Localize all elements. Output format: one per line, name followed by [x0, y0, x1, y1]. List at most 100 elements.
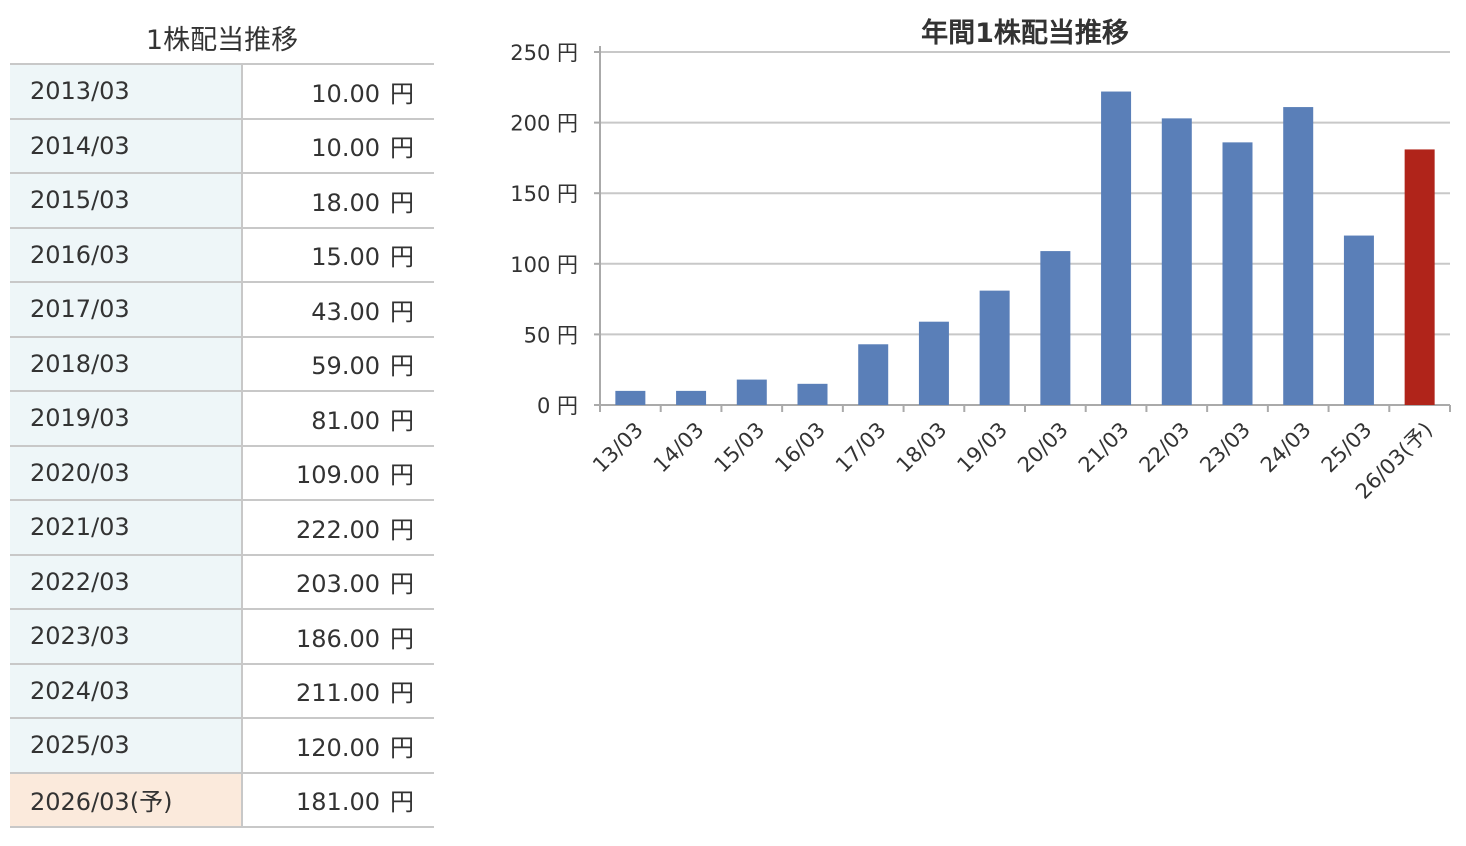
- period-cell: 2017/03: [10, 282, 243, 338]
- x-tick-label: 13/03: [588, 418, 648, 478]
- bar: [615, 390, 646, 405]
- y-tick-label: 100 円: [510, 253, 578, 277]
- amount-value: 186.00: [296, 624, 380, 653]
- amount-cell: 43.00 円: [242, 282, 434, 338]
- amount-value: 222.00: [296, 515, 380, 544]
- amount-value: 203.00: [296, 570, 380, 599]
- period-cell: 2022/03: [10, 554, 243, 610]
- amount-cell: 120.00 円: [242, 718, 434, 774]
- table-row: 2013/03 10.00 円: [10, 63, 434, 120]
- amount-unit: 円: [390, 570, 414, 599]
- amount-value: 81.00: [311, 406, 380, 435]
- period-cell: 2024/03: [10, 663, 243, 719]
- amount-cell: 222.00 円: [242, 500, 434, 556]
- period-cell: 2013/03: [10, 63, 243, 120]
- table-row: 2018/03 59.00 円: [10, 336, 434, 392]
- amount-unit: 円: [390, 134, 414, 163]
- amount-unit: 円: [390, 679, 414, 708]
- amount-unit: 円: [390, 352, 414, 381]
- table-row: 2015/03 18.00 円: [10, 173, 434, 229]
- amount-value: 18.00: [311, 188, 380, 217]
- y-tick-label: 150 円: [510, 182, 578, 206]
- x-tick-label: 24/03: [1256, 418, 1316, 478]
- period-cell: 2016/03: [10, 227, 243, 283]
- period-cell: 2018/03: [10, 336, 243, 392]
- amount-value: 15.00: [311, 243, 380, 272]
- amount-unit: 円: [390, 461, 414, 490]
- table-row: 2024/03 211.00 円: [10, 663, 434, 719]
- amount-cell: 10.00 円: [242, 63, 434, 120]
- x-tick-label: 22/03: [1135, 418, 1195, 478]
- amount-cell: 15.00 円: [242, 227, 434, 283]
- period-cell: 2014/03: [10, 118, 243, 174]
- bar: [979, 290, 1010, 405]
- amount-unit: 円: [390, 515, 414, 544]
- amount-cell: 186.00 円: [242, 609, 434, 665]
- x-tick-label: 20/03: [1013, 418, 1073, 478]
- amount-cell: 181.00 円: [242, 772, 434, 828]
- amount-cell: 109.00 円: [242, 445, 434, 501]
- x-tick-label: 15/03: [710, 418, 770, 478]
- bar: [1404, 149, 1435, 405]
- bar: [1101, 91, 1132, 405]
- amount-value: 120.00: [296, 733, 380, 762]
- table-row: 2022/03 203.00 円: [10, 554, 434, 610]
- bar: [1040, 251, 1071, 405]
- amount-cell: 10.00 円: [242, 118, 434, 174]
- amount-unit: 円: [390, 79, 414, 108]
- y-tick-label: 0 円: [537, 394, 578, 418]
- bar: [918, 321, 949, 405]
- y-tick-label: 250 円: [510, 41, 578, 65]
- amount-cell: 18.00 円: [242, 173, 434, 229]
- amount-unit: 円: [390, 624, 414, 653]
- bar: [676, 390, 707, 405]
- period-cell: 2025/03: [10, 718, 243, 774]
- bar: [858, 344, 889, 405]
- bar: [1343, 235, 1374, 405]
- amount-value: 43.00: [311, 297, 380, 326]
- dividend-table-section: 1株配当推移 2013/03 10.00 円 2014/03 10.00 円 2015/03…: [10, 18, 434, 828]
- chart-title: 年間1株配当推移: [921, 17, 1129, 49]
- y-tick-label: 50 円: [524, 323, 578, 347]
- amount-cell: 59.00 円: [242, 336, 434, 392]
- table-title: 1株配当推移: [145, 25, 299, 56]
- amount-unit: 円: [390, 188, 414, 217]
- period-cell: 2020/03: [10, 445, 243, 501]
- dividend-chart-section: 年間1株配当推移 0 円 50 円 100 円 150 円 200 円 250 円 13/03…: [480, 0, 1466, 560]
- table-row: 2019/03 81.00 円: [10, 391, 434, 447]
- amount-unit: 円: [390, 733, 414, 762]
- bar: [797, 383, 828, 405]
- amount-cell: 211.00 円: [242, 663, 434, 719]
- x-tick-label: 19/03: [952, 418, 1012, 478]
- bar: [1283, 107, 1314, 406]
- period-cell: 2026/03(予): [10, 772, 243, 828]
- table-row: 2025/03 120.00 円: [10, 718, 434, 774]
- bar: [1161, 118, 1192, 405]
- x-tick-label: 25/03: [1317, 418, 1377, 478]
- x-tick-label: 14/03: [649, 418, 709, 478]
- period-cell: 2019/03: [10, 391, 243, 447]
- table-row: 2021/03 222.00 円: [10, 500, 434, 556]
- table-row: 2016/03 15.00 円: [10, 227, 434, 283]
- table-row: 2023/03 186.00 円: [10, 609, 434, 665]
- table-row: 2020/03 109.00 円: [10, 445, 434, 501]
- period-cell: 2021/03: [10, 500, 243, 556]
- amount-value: 10.00: [311, 79, 380, 108]
- amount-value: 181.00: [296, 788, 380, 817]
- x-tick-label: 17/03: [831, 418, 891, 478]
- period-cell: 2023/03: [10, 609, 243, 665]
- bar: [736, 379, 767, 405]
- amount-value: 211.00: [296, 679, 380, 708]
- amount-unit: 円: [390, 243, 414, 272]
- amount-cell: 81.00 円: [242, 391, 434, 447]
- table-row: 2026/03(予) 181.00 円: [10, 772, 434, 828]
- x-tick-label: 18/03: [892, 418, 952, 478]
- x-tick-label: 23/03: [1195, 418, 1255, 478]
- amount-unit: 円: [390, 297, 414, 326]
- x-tick-label: 16/03: [770, 418, 830, 478]
- amount-unit: 円: [390, 406, 414, 435]
- amount-cell: 203.00 円: [242, 554, 434, 610]
- bar: [1222, 142, 1253, 406]
- table-row: 2014/03 10.00 円: [10, 118, 434, 174]
- x-tick-label: 21/03: [1074, 418, 1134, 478]
